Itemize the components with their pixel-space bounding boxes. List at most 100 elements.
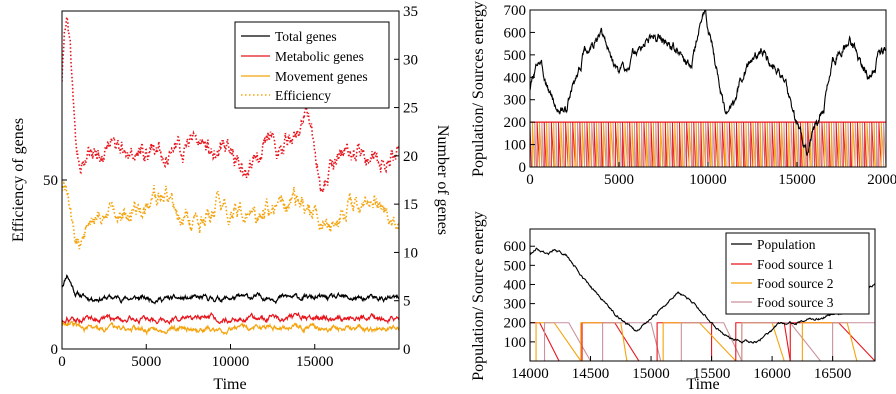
top-right-food-source-mark [847,122,850,167]
top-right-food-source-mark [726,122,730,167]
bottom-right-food-source-trace [662,322,737,361]
bottom-right-legend-box [725,232,870,315]
bottom-right-legend: Population Food source 1 Food source 2 F… [725,232,870,315]
bottom-right-x-tick-label-0: 14000 [511,366,549,382]
top-right-y-tick-label-0: 0 [519,160,527,176]
top-right-food-source-mark [769,122,772,167]
right-y-tick-label-7: 35 [403,4,418,20]
bottom-right-plot-frame [529,228,876,362]
top-right-food-source-mark [750,122,754,167]
top-right-food-source-mark [534,122,537,167]
bottom-right-food-source-trace [741,322,821,361]
right-y-tick-label-4: 20 [403,149,418,165]
top-right-food-source-mark [636,122,639,167]
top-right-y-tick-label-3: 300 [504,93,527,109]
top-right-food-source-mark [626,122,630,167]
bottom-right-x-tick-label-4: 16000 [753,366,791,382]
top-right-food-source-mark [605,122,608,167]
top-right-food-source-mark [830,122,834,167]
top-right-food-source-mark [683,122,687,167]
top-right-food-source-mark [783,122,786,167]
legend-label-efficiency: Efficiency [275,88,331,103]
top-right-food-source-mark [752,122,756,167]
top-right-food-source-mark [690,122,694,167]
bottom-right-x-tick-label-5: 16500 [814,366,852,382]
top-right-food-source-mark [788,122,791,167]
top-right-food-source-mark [871,122,875,167]
bottom-right-food-source-trace [602,322,662,361]
top-right-food-source-mark [664,122,668,167]
top-right-food-source-mark [876,122,879,167]
top-right-food-source-mark [743,122,746,167]
top-right-food-source-mark [792,122,796,167]
top-right-food-source-mark [781,122,785,167]
top-right-food-source-mark [631,122,635,167]
left-x-axis-label: Time [213,376,246,393]
top-right-food-source-mark [736,122,739,167]
top-right-food-source-mark [638,122,641,167]
left-series-efficiency [62,181,399,250]
top-right-food-source-mark [596,122,599,167]
top-right-food-source-mark [622,122,625,167]
left-series-efficiency-high [62,16,399,193]
top-right-food-source-mark [555,122,558,167]
top-right-food-source-mark [679,122,682,167]
top-right-food-source-mark [833,122,837,167]
top-right-food-source-mark [724,122,727,167]
top-right-food-source-mark [709,122,713,167]
top-right-y-tick-label-1: 100 [504,138,527,154]
bottom-right-y-tick-label-0: 100 [504,335,527,351]
top-right-x-tick-label-2: 10000 [689,172,727,188]
top-right-food-source-mark [669,122,673,167]
top-right-food-source-mark [650,122,654,167]
top-right-food-source-mark [859,122,863,167]
bottom-right-x-tick-label-2: 15000 [632,366,670,382]
top-right-food-source-mark [581,122,585,167]
top-right-food-source-mark [776,122,779,167]
top-right-food-source-mark [757,122,760,167]
top-right-food-source-mark [835,122,839,167]
bottom-right-food-source-trace [656,322,713,361]
top-right-food-source-mark [652,122,656,167]
top-right-food-source-mark [698,122,701,167]
top-right-food-source-mark [840,122,844,167]
left-x-tick-label-0: 0 [58,354,66,370]
top-right-food-source-mark [629,122,632,167]
bottom-right-x-tick-label-3: 15500 [693,366,731,382]
top-right-food-source-mark [717,122,720,167]
bottom-right-food-source-trace [543,322,592,361]
left-x-tick-label-1: 5000 [131,354,161,370]
top-right-food-source-mark [849,122,852,167]
legend-label-population: Population [757,237,816,252]
top-right-food-source-mark [546,122,549,167]
legend-label-movement-genes: Movement genes [275,69,368,84]
top-right-food-source-mark [645,122,649,167]
bottom-right-series-population [530,247,875,344]
bottom-right-food-source-trace [580,322,628,361]
right-y-tick-label-1: 5 [403,294,411,310]
top-right-food-source-mark [771,122,775,167]
top-right-x-tick-label-0: 0 [526,172,534,188]
top-right-food-source-mark [700,122,703,167]
top-right-food-source-mark [719,122,723,167]
legend-label-food-source-1: Food source 1 [757,257,834,272]
top-right-food-source-mark [745,122,748,167]
top-right-food-source-mark [543,122,547,167]
top-right-food-source-mark [790,122,794,167]
top-right-food-source-mark [676,122,679,167]
left-legend: Total genes Metabolic genes Movement gen… [234,21,390,109]
top-right-food-source-mark [864,122,867,167]
right-y-tick-label-5: 25 [403,101,418,117]
top-right-food-source-mark [655,122,658,167]
top-right-food-source-mark [809,122,812,167]
right-y-tick-label-6: 30 [403,52,418,68]
top-right-food-source-mark [657,122,660,167]
top-right-food-source-mark [667,122,671,167]
top-right-food-source-mark [574,122,577,167]
top-right-food-source-mark [707,122,711,167]
top-right-food-source-mark [586,122,590,167]
left-series-total-genes [62,274,399,305]
top-right-food-source-mark [562,122,565,167]
